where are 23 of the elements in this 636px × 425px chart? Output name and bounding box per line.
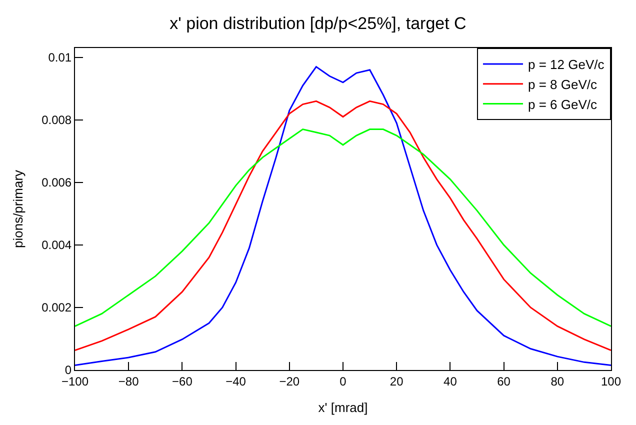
y-tick-label: 0.01 <box>48 50 72 65</box>
y-tick-label: 0.008 <box>42 113 72 128</box>
x-tick-label: −20 <box>279 374 300 388</box>
x-axis-title: x' [mrad] <box>318 400 368 415</box>
x-tick-label: 0 <box>340 374 347 388</box>
x-tick-label: −60 <box>172 374 193 388</box>
x-tick-label: 20 <box>390 374 404 388</box>
legend-label: p = 12 GeV/c <box>528 57 605 72</box>
line-series <box>75 128 611 327</box>
x-tick-label: 100 <box>600 374 622 388</box>
x-tick-label: 80 <box>550 374 564 388</box>
x-tick-label: 40 <box>444 374 458 388</box>
legend-label: p = 6 GeV/c <box>528 96 598 112</box>
y-tick-label: 0.004 <box>42 238 72 252</box>
y-tick-label: 0.006 <box>42 176 72 190</box>
x-tick-label: −40 <box>226 374 246 388</box>
x-tick-label: −80 <box>118 374 140 388</box>
x-tick-label: 60 <box>497 374 511 388</box>
y-tick-label: 0.002 <box>42 300 72 315</box>
chart-title: x' pion distribution [dp/p<25%], target C <box>170 14 466 33</box>
y-axis-title: pions/primary <box>10 169 26 248</box>
legend-label: p = 8 GeV/c <box>528 76 598 92</box>
line-series <box>75 100 611 352</box>
